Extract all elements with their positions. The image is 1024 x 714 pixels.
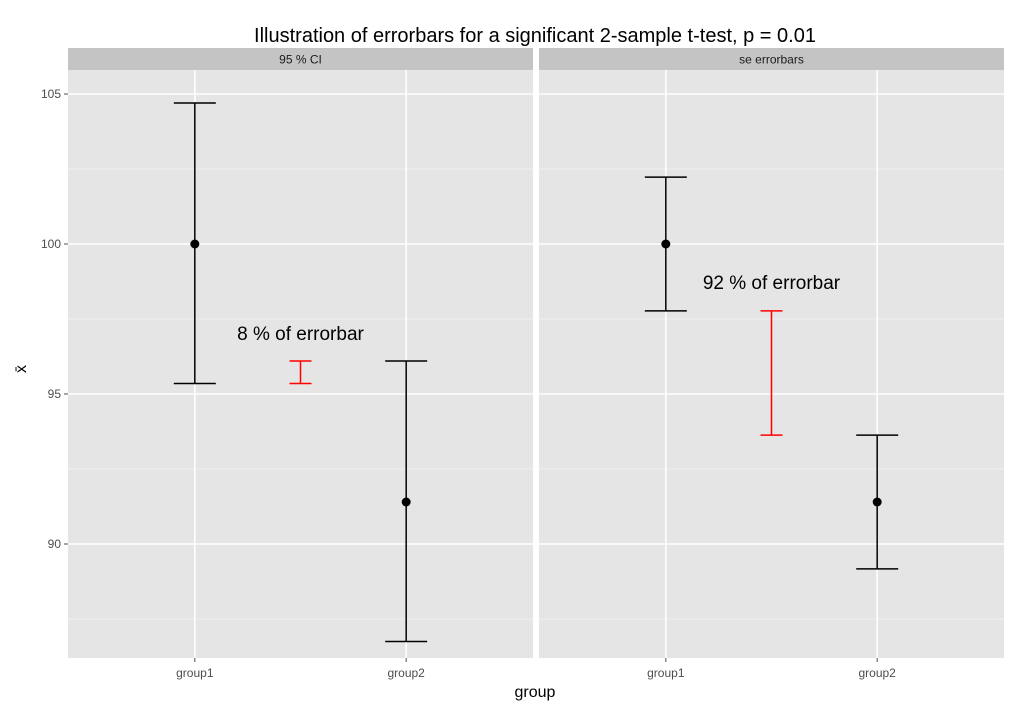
strip-label: se errorbars xyxy=(739,53,804,67)
facet-panels: 95 % CI group1 group2 8 % of errorbar se err… xyxy=(68,48,1004,680)
y-axis: 90 95 100 105 xyxy=(41,87,68,551)
errorbar-group2 xyxy=(856,434,899,570)
x-tick-label: group1 xyxy=(647,666,685,680)
errorbar-group2 xyxy=(385,360,428,643)
errorbar-group1 xyxy=(644,176,687,312)
x-tick-label: group1 xyxy=(176,666,214,680)
mean-point xyxy=(401,497,411,507)
y-axis-title: x̄ xyxy=(13,365,30,373)
chart-title: Illustration of errorbars for a signific… xyxy=(254,25,816,47)
x-axis-title: group xyxy=(515,684,556,701)
y-tick-label: 95 xyxy=(48,387,62,401)
y-tick-label: 100 xyxy=(41,237,61,251)
difference-errorbar xyxy=(760,310,783,436)
strip-label: 95 % CI xyxy=(279,53,322,67)
facet-panel-2: se errorbars group1 group2 92 % of errorbar xyxy=(539,48,1004,680)
annotation-label: 92 % of errorbar xyxy=(703,273,841,294)
x-tick-label: group2 xyxy=(858,666,896,680)
mean-point xyxy=(872,497,882,507)
x-tick-label: group2 xyxy=(387,666,425,680)
facet-panel-1: 95 % CI group1 group2 8 % of errorbar xyxy=(68,48,533,680)
y-tick-label: 90 xyxy=(48,537,62,551)
annotation-label: 8 % of errorbar xyxy=(237,324,364,345)
errorbar-group1 xyxy=(173,102,216,385)
mean-point xyxy=(661,239,671,249)
difference-errorbar xyxy=(289,360,312,385)
mean-point xyxy=(190,239,200,249)
strip-background xyxy=(539,48,1004,70)
y-tick-label: 105 xyxy=(41,87,61,101)
strip-background xyxy=(68,48,533,70)
